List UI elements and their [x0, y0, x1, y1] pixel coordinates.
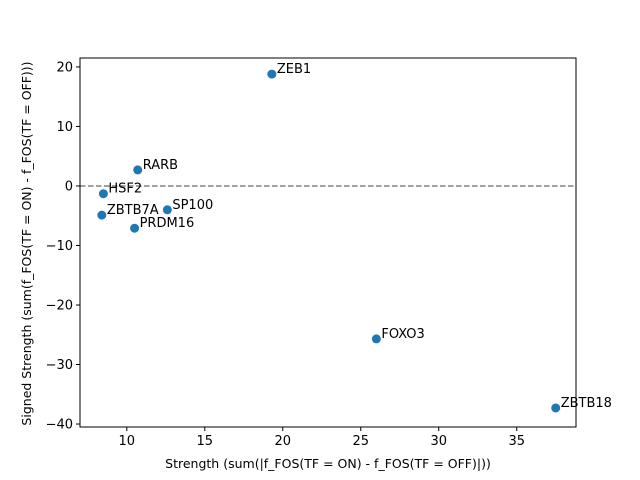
y-axis-label: Signed Strength (sum(f_FOS(TF = ON) - f_… — [19, 61, 34, 425]
point-hsf2 — [98, 189, 108, 199]
y-tick-label: 10 — [56, 120, 73, 135]
point-zbtb7a — [97, 210, 107, 220]
point-rarb — [133, 165, 143, 175]
y-axis-ticks: −40 −30 −20 −10 0 10 20 — [46, 60, 80, 433]
point-label-foxo3: FOXO3 — [381, 327, 424, 342]
x-tick-label: 30 — [430, 434, 447, 449]
point-label-zbtb7a: ZBTB7A — [107, 203, 159, 218]
point-label-rarb: RARB — [143, 158, 178, 173]
x-tick-label: 15 — [197, 434, 214, 449]
y-tick-label: −30 — [46, 358, 73, 373]
point-label-zeb1: ZEB1 — [277, 62, 311, 77]
x-axis-label: Strength (sum(|f_FOS(TF = ON) - f_FOS(TF… — [165, 456, 491, 471]
y-tick-label: −20 — [46, 298, 73, 313]
x-tick-label: 10 — [119, 434, 136, 449]
y-tick-label: 20 — [56, 60, 73, 75]
x-axis-ticks: 10 15 20 25 30 35 — [119, 427, 525, 449]
x-tick-label: 20 — [274, 434, 291, 449]
point-zeb1 — [267, 69, 277, 79]
point-zbtb18 — [551, 403, 561, 413]
point-sp100 — [162, 205, 172, 215]
point-label-zbtb18: ZBTB18 — [561, 396, 612, 411]
point-label-prdm16: PRDM16 — [140, 216, 195, 231]
point-label-sp100: SP100 — [172, 198, 213, 213]
y-tick-label: −10 — [46, 239, 73, 254]
point-label-hsf2: HSF2 — [108, 182, 142, 197]
x-tick-label: 35 — [508, 434, 525, 449]
plot-frame — [79, 57, 577, 428]
point-foxo3 — [371, 334, 381, 344]
point-prdm16 — [130, 223, 140, 233]
y-tick-label: −40 — [46, 418, 73, 433]
y-tick-label: 0 — [65, 179, 73, 194]
x-tick-label: 25 — [352, 434, 369, 449]
